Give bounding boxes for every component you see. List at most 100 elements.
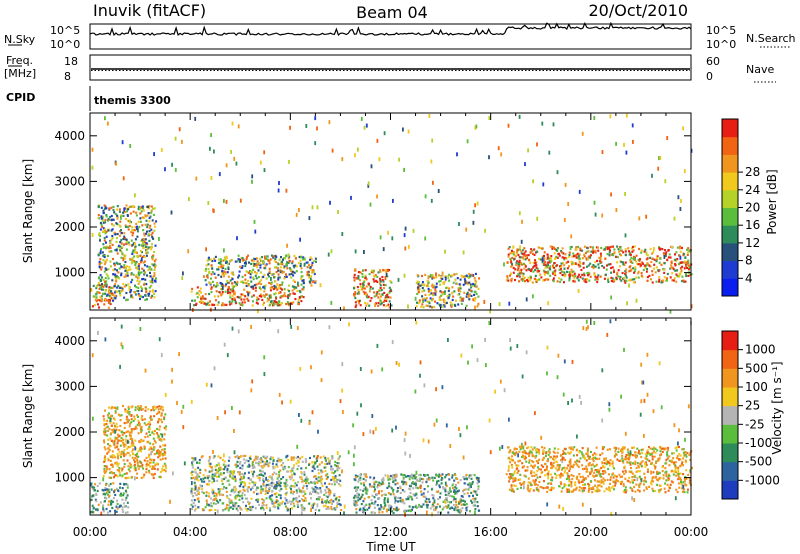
heatmap-cell	[615, 208, 618, 212]
heatmap-cell	[115, 407, 118, 410]
heatmap-cell	[292, 279, 295, 282]
heatmap-cell	[431, 306, 433, 309]
heatmap-cell	[583, 279, 586, 282]
heatmap-cell	[249, 464, 252, 468]
heatmap-cell	[297, 262, 300, 265]
heatmap-cell	[114, 275, 117, 278]
heatmap-cell	[119, 290, 122, 293]
heatmap-cell	[483, 299, 486, 304]
heatmap-cell	[147, 212, 150, 215]
heatmap-cell	[363, 281, 366, 284]
heatmap-cell	[568, 276, 571, 279]
heatmap-cell	[111, 218, 114, 221]
heatmap-cell	[463, 278, 466, 281]
heatmap-cell	[119, 230, 122, 233]
heatmap-cell	[102, 474, 105, 478]
heatmap-cell	[223, 468, 226, 471]
heatmap-cell	[153, 458, 156, 462]
heatmap-cell	[662, 253, 665, 256]
heatmap-cell	[280, 256, 282, 259]
heatmap-cell	[223, 460, 226, 463]
heatmap-cell	[628, 283, 630, 288]
heatmap-cell	[561, 473, 564, 476]
station-title: Inuvik (fitACF)	[93, 1, 206, 20]
heatmap-cell	[526, 446, 529, 450]
heatmap-cell	[379, 508, 382, 511]
heatmap-cell	[387, 475, 390, 478]
heatmap-cell	[198, 290, 201, 293]
heatmap-cell	[148, 471, 151, 474]
heatmap-cell	[651, 455, 654, 458]
heatmap-cell	[463, 291, 466, 294]
heatmap-cell	[581, 277, 584, 280]
heatmap-cell	[562, 252, 565, 255]
heatmap-cell	[592, 250, 595, 253]
heatmap-cell	[588, 483, 591, 487]
heatmap-cell	[116, 469, 119, 472]
heatmap-cell	[279, 296, 282, 299]
heatmap-cell	[140, 425, 143, 429]
heatmap-cell	[117, 489, 120, 493]
heatmap-cell	[125, 491, 128, 494]
heatmap-cell	[583, 467, 586, 470]
heatmap-cell	[419, 474, 422, 477]
heatmap-cell	[353, 293, 356, 296]
heatmap-cell	[453, 479, 456, 482]
heatmap-cell	[663, 254, 666, 259]
heatmap-cell	[226, 503, 228, 506]
heatmap-cell	[228, 473, 231, 476]
heatmap-cell	[536, 216, 539, 221]
heatmap-cell	[366, 302, 369, 305]
heatmap-cell	[286, 295, 289, 298]
heatmap-cell	[278, 292, 281, 295]
heatmap-cell	[290, 272, 293, 276]
heatmap-cell	[224, 466, 227, 469]
heatmap-cell	[542, 269, 545, 272]
heatmap-cell	[302, 256, 305, 259]
heatmap-cell	[386, 269, 389, 272]
heatmap-cell	[527, 280, 529, 283]
heatmap-cell	[224, 271, 227, 274]
heatmap-cell	[629, 265, 632, 268]
heatmap-cell	[254, 258, 257, 261]
heatmap-cell	[607, 280, 610, 283]
heatmap-cell	[280, 464, 283, 467]
heatmap-cell	[154, 244, 157, 247]
heatmap-cell	[614, 484, 617, 487]
heatmap-cell	[421, 295, 424, 298]
heatmap-cell	[213, 295, 216, 298]
heatmap-cell	[121, 140, 124, 145]
heatmap-cell	[148, 216, 151, 220]
heatmap-cell	[560, 278, 563, 281]
heatmap-cell	[133, 229, 136, 232]
heatmap-cell	[661, 450, 664, 454]
heatmap-cell	[115, 290, 118, 293]
heatmap-cell	[285, 275, 288, 278]
heatmap-cell	[225, 507, 228, 510]
heatmap-cell	[405, 475, 408, 478]
heatmap-cell	[686, 260, 689, 264]
heatmap-cell	[103, 236, 106, 240]
heatmap-cell	[129, 291, 132, 294]
heatmap-cell	[122, 176, 125, 181]
heatmap-cell	[112, 293, 115, 297]
heatmap-cell	[588, 279, 591, 282]
heatmap-cell	[146, 225, 149, 229]
heatmap-cell	[356, 504, 359, 507]
heatmap-cell	[275, 287, 278, 290]
heatmap-cell	[139, 212, 142, 215]
heatmap-cell	[190, 503, 193, 506]
heatmap-cell	[212, 502, 215, 505]
heatmap-cell	[667, 256, 670, 259]
heatmap-cell	[161, 448, 164, 451]
heatmap-cell	[262, 480, 265, 483]
heatmap-cell	[589, 254, 592, 257]
heatmap-cell	[441, 508, 444, 511]
heatmap-cell	[192, 476, 194, 480]
heatmap-cell	[470, 477, 473, 480]
heatmap-cell	[265, 497, 268, 500]
heatmap-cell	[362, 283, 365, 286]
heatmap-cell	[365, 123, 368, 128]
heatmap-cell	[219, 261, 222, 264]
heatmap-cell	[631, 278, 634, 281]
